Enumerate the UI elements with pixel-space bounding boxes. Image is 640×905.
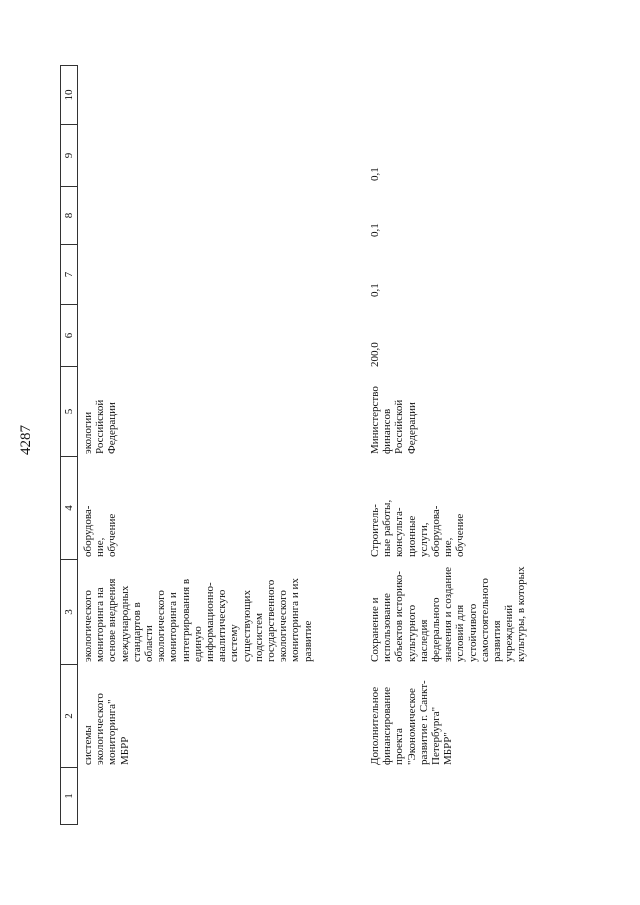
cell	[82, 125, 314, 187]
cell: оборудова- ние, обучение	[82, 505, 119, 557]
cell	[82, 65, 314, 125]
header-cell: 6	[61, 305, 77, 367]
cell: Министерство финансов Российской Федерац…	[369, 386, 418, 454]
cell	[82, 305, 314, 367]
header-cell: 3	[61, 560, 77, 665]
cell: 0,1	[369, 167, 381, 181]
cell: экологии Российской Федерации	[82, 399, 119, 454]
header-cell: 4	[61, 457, 77, 560]
header-cell: 2	[61, 665, 77, 768]
header-cell: 5	[61, 367, 77, 457]
table-row: системы экологического мониторинга" МБРР…	[82, 65, 314, 825]
cell: экологического мониторинга на основе вне…	[82, 578, 314, 662]
cell	[369, 768, 528, 825]
cell: системы экологического мониторинга" МБРР	[82, 693, 131, 765]
table-row: Дополнительное финансирование проекта "Э…	[369, 65, 528, 825]
cell: Дополнительное финансирование проекта "Э…	[369, 680, 455, 765]
cell	[369, 65, 528, 125]
header-cell: 9	[61, 125, 77, 187]
header-cell: 8	[61, 187, 77, 245]
header-cell: 10	[61, 65, 77, 125]
header-cell: 1	[61, 768, 77, 825]
cell: 0,1	[369, 223, 381, 237]
cell	[82, 187, 314, 245]
cell	[82, 245, 314, 305]
page-number: 4287	[18, 425, 34, 455]
cell: Строитель- ные работы, консульта- ционны…	[369, 499, 467, 557]
table-header: 1 2 3 4 5 6 7 8 9 10	[60, 65, 78, 825]
cell: 200,0	[369, 342, 381, 367]
cell	[82, 768, 314, 825]
cell: Сохранение и использование объектов исто…	[369, 566, 528, 662]
rotated-page: 4287 1 2 3 4 5 6 7 8 9 10 системы эколог…	[18, 65, 580, 825]
header-cell: 7	[61, 245, 77, 305]
cell: 0,1	[369, 283, 381, 297]
